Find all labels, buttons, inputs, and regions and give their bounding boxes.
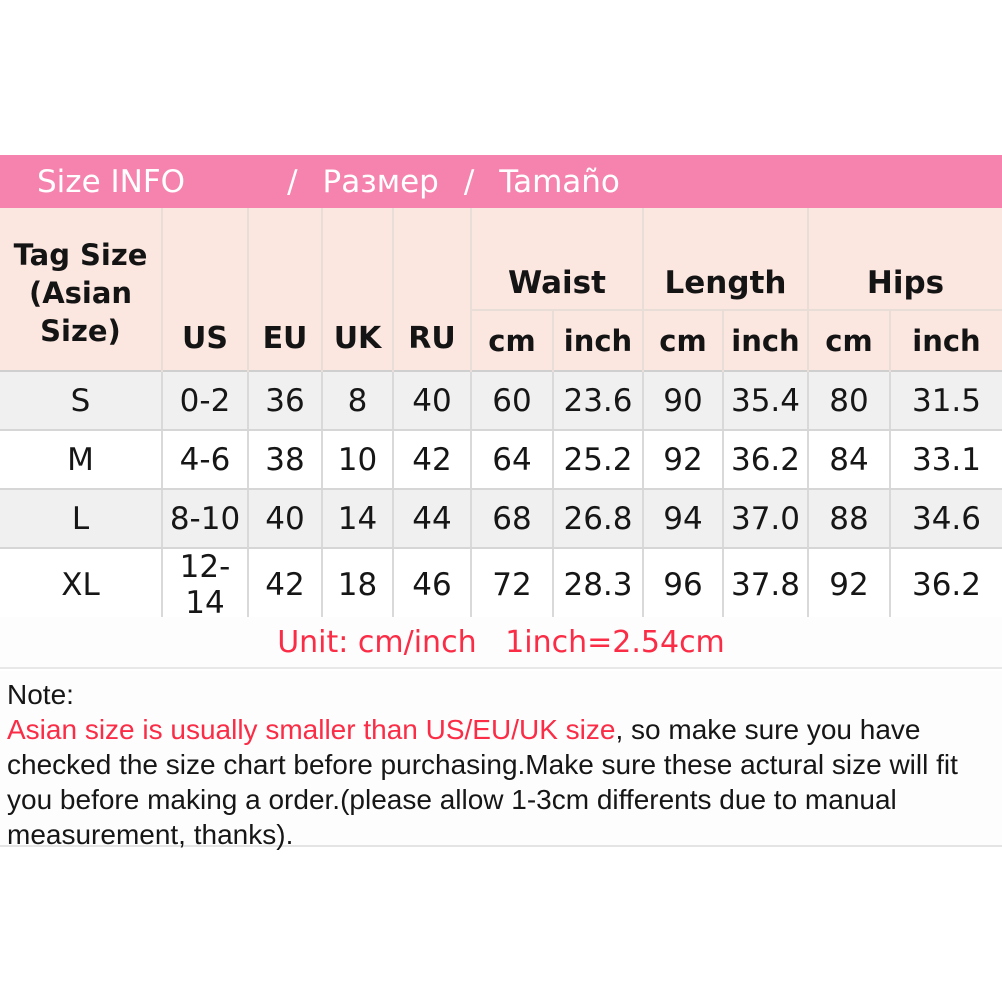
value-cell: 44	[393, 489, 472, 549]
value-cell: 23.6	[553, 370, 644, 431]
banner-title-russian: Размер	[322, 163, 439, 200]
value-cell: 8	[322, 370, 394, 431]
value-cell: 88	[808, 489, 891, 549]
column-header-eu: EU	[248, 208, 323, 371]
value-cell: 31.5	[890, 370, 1002, 431]
column-header-ru: RU	[393, 208, 472, 371]
value-cell: 14	[322, 489, 394, 549]
note-highlight-red: Asian size is usually smaller than US/EU…	[7, 714, 616, 745]
table-row-m: M 4-6 38 10 42 64 25.2 92 36.2 84 33.1	[0, 430, 1002, 490]
column-header-uk: UK	[322, 208, 394, 371]
size-table-header: Tag Size (Asian Size) US EU UK RU Waist …	[0, 208, 1002, 371]
value-cell: 37.0	[723, 489, 809, 549]
value-cell: 64	[471, 430, 554, 490]
value-cell: 84	[808, 430, 891, 490]
value-cell: 36.2	[723, 430, 809, 490]
value-cell: 80	[808, 370, 891, 431]
banner-title-spanish: Tamaño	[499, 163, 620, 200]
note-body: Asian size is usually smaller than US/EU…	[7, 714, 958, 850]
value-cell: 36.2	[890, 548, 1002, 623]
value-cell: 38	[248, 430, 323, 490]
banner-translations: / Размер / Tamaño	[287, 164, 620, 200]
value-cell: 40	[393, 370, 472, 431]
value-cell: 35.4	[723, 370, 809, 431]
value-cell: 36	[248, 370, 323, 431]
value-cell: 42	[393, 430, 472, 490]
row-label: XL	[0, 548, 163, 623]
note-label: Note:	[7, 679, 74, 710]
banner-slash-1: /	[287, 163, 298, 200]
value-cell: 92	[643, 430, 724, 490]
value-cell: 10	[322, 430, 394, 490]
value-cell: 34.6	[890, 489, 1002, 549]
value-cell: 72	[471, 548, 554, 623]
value-cell: 12-14	[162, 548, 249, 623]
banner-title-english: Size INFO	[37, 163, 186, 200]
row-label: L	[0, 489, 163, 549]
corner-header-tag-size: Tag Size (Asian Size)	[0, 208, 163, 371]
note-section: Note: Asian size is usually smaller than…	[0, 671, 1002, 850]
value-cell: 92	[808, 548, 891, 623]
subheader-waist-cm: cm	[471, 310, 554, 371]
banner-slash-2: /	[463, 163, 475, 200]
group-header-length: Length	[643, 208, 809, 311]
size-info-banner: Size INFO / Размер / Tamaño	[0, 155, 1002, 208]
value-cell: 28.3	[553, 548, 644, 623]
size-table: Tag Size (Asian Size) US EU UK RU Waist …	[0, 208, 1002, 623]
value-cell: 40	[248, 489, 323, 549]
value-cell: 4-6	[162, 430, 249, 490]
value-cell: 37.8	[723, 548, 809, 623]
value-cell: 33.1	[890, 430, 1002, 490]
value-cell: 8-10	[162, 489, 249, 549]
size-table-body: S 0-2 36 8 40 60 23.6 90 35.4 80 31.5 M …	[0, 370, 1002, 623]
value-cell: 26.8	[553, 489, 644, 549]
value-cell: 18	[322, 548, 394, 623]
value-cell: 90	[643, 370, 724, 431]
value-cell: 96	[643, 548, 724, 623]
value-cell: 94	[643, 489, 724, 549]
subheader-waist-inch: inch	[553, 310, 644, 371]
note-rest: , so make sure you have checked the size…	[7, 714, 958, 850]
value-cell: 46	[393, 548, 472, 623]
column-header-us: US	[162, 208, 249, 371]
row-label: S	[0, 370, 163, 431]
subheader-hips-cm: cm	[808, 310, 891, 371]
table-row-s: S 0-2 36 8 40 60 23.6 90 35.4 80 31.5	[0, 370, 1002, 431]
table-row-l: L 8-10 40 14 44 68 26.8 94 37.0 88 34.6	[0, 489, 1002, 549]
group-header-hips: Hips	[808, 208, 1002, 311]
table-row-xl: XL 12-14 42 18 46 72 28.3 96 37.8 92 36.…	[0, 548, 1002, 623]
row-label: M	[0, 430, 163, 490]
value-cell: 60	[471, 370, 554, 431]
value-cell: 25.2	[553, 430, 644, 490]
value-cell: 68	[471, 489, 554, 549]
subheader-length-inch: inch	[723, 310, 809, 371]
value-cell: 42	[248, 548, 323, 623]
unit-conversion-line: Unit: cm/inch 1inch=2.54cm	[0, 617, 1002, 669]
group-header-waist: Waist	[471, 208, 644, 311]
subheader-hips-inch: inch	[890, 310, 1002, 371]
subheader-length-cm: cm	[643, 310, 724, 371]
value-cell: 0-2	[162, 370, 249, 431]
